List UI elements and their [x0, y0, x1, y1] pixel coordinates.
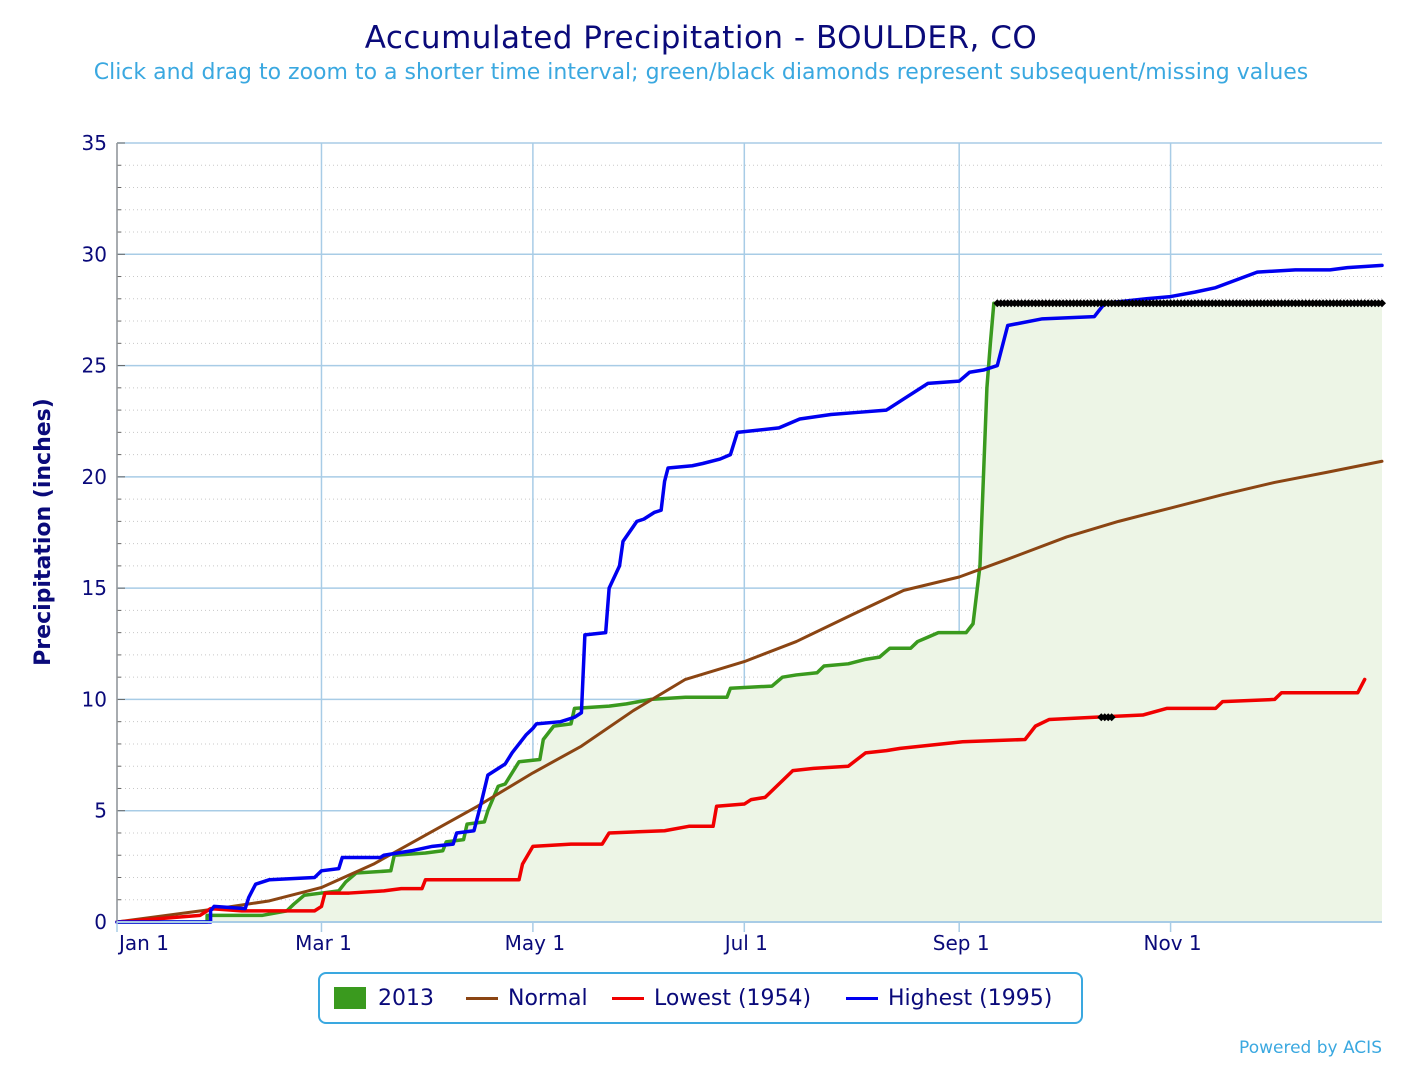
legend-label-normal: Normal [508, 985, 588, 1011]
legend-label-lowest: Lowest (1954) [654, 985, 812, 1011]
x-tick-label: Sep 1 [933, 931, 990, 955]
missing-value-diamond [1107, 713, 1116, 722]
chart-subtitle: Click and drag to zoom to a shorter time… [93, 60, 1309, 85]
series-layer [115, 263, 1386, 924]
y-tick-label: 15 [82, 576, 107, 600]
y-tick-label: 30 [82, 242, 107, 266]
legend: 2013 Normal Lowest (1954) Highest (1995) [318, 972, 1083, 1024]
y-tick-label: 35 [82, 131, 107, 155]
y-axis-label: Precipitation (inches) [31, 398, 56, 666]
legend-swatch-highest [846, 996, 878, 1000]
legend-swatch-lowest [612, 996, 644, 1000]
x-tick-label: Jan 1 [117, 931, 169, 955]
missing-value-diamond [1378, 299, 1386, 308]
y-tick-label: 20 [82, 465, 107, 489]
series-line-normal [115, 459, 1384, 924]
x-tick-label: Nov 1 [1144, 931, 1202, 955]
legend-item-normal[interactable]: Normal [466, 974, 588, 1022]
y-tick-label: 10 [82, 687, 107, 711]
series-line-lowest [115, 677, 1367, 924]
y-tick-label: 5 [94, 799, 107, 823]
powered-by-link[interactable]: Powered by ACIS [1239, 1038, 1382, 1058]
series-line-highest [115, 263, 1384, 924]
legend-item-2013[interactable]: 2013 [334, 974, 434, 1022]
x-tick-label: May 1 [505, 931, 565, 955]
legend-swatch-normal [466, 996, 498, 1000]
legend-label-highest: Highest (1995) [888, 985, 1053, 1011]
series-2013-area [117, 303, 1382, 922]
y-tick-label: 0 [94, 910, 107, 934]
legend-item-highest[interactable]: Highest (1995) [846, 974, 1052, 1022]
chart-title: Accumulated Precipitation - BOULDER, CO [364, 20, 1038, 56]
axis-layer: 0 5 10 15 20 25 30 35 Jan 1 Mar 1 May 1 Jul 1 Sep 1 N… [82, 131, 1382, 955]
legend-label-2013: 2013 [378, 985, 434, 1011]
x-tick-label: Jul 1 [723, 931, 768, 955]
legend-swatch-2013 [334, 987, 366, 1009]
legend-item-lowest[interactable]: Lowest (1954) [612, 974, 811, 1022]
x-tick-label: Mar 1 [295, 931, 352, 955]
y-tick-label: 25 [82, 354, 107, 378]
